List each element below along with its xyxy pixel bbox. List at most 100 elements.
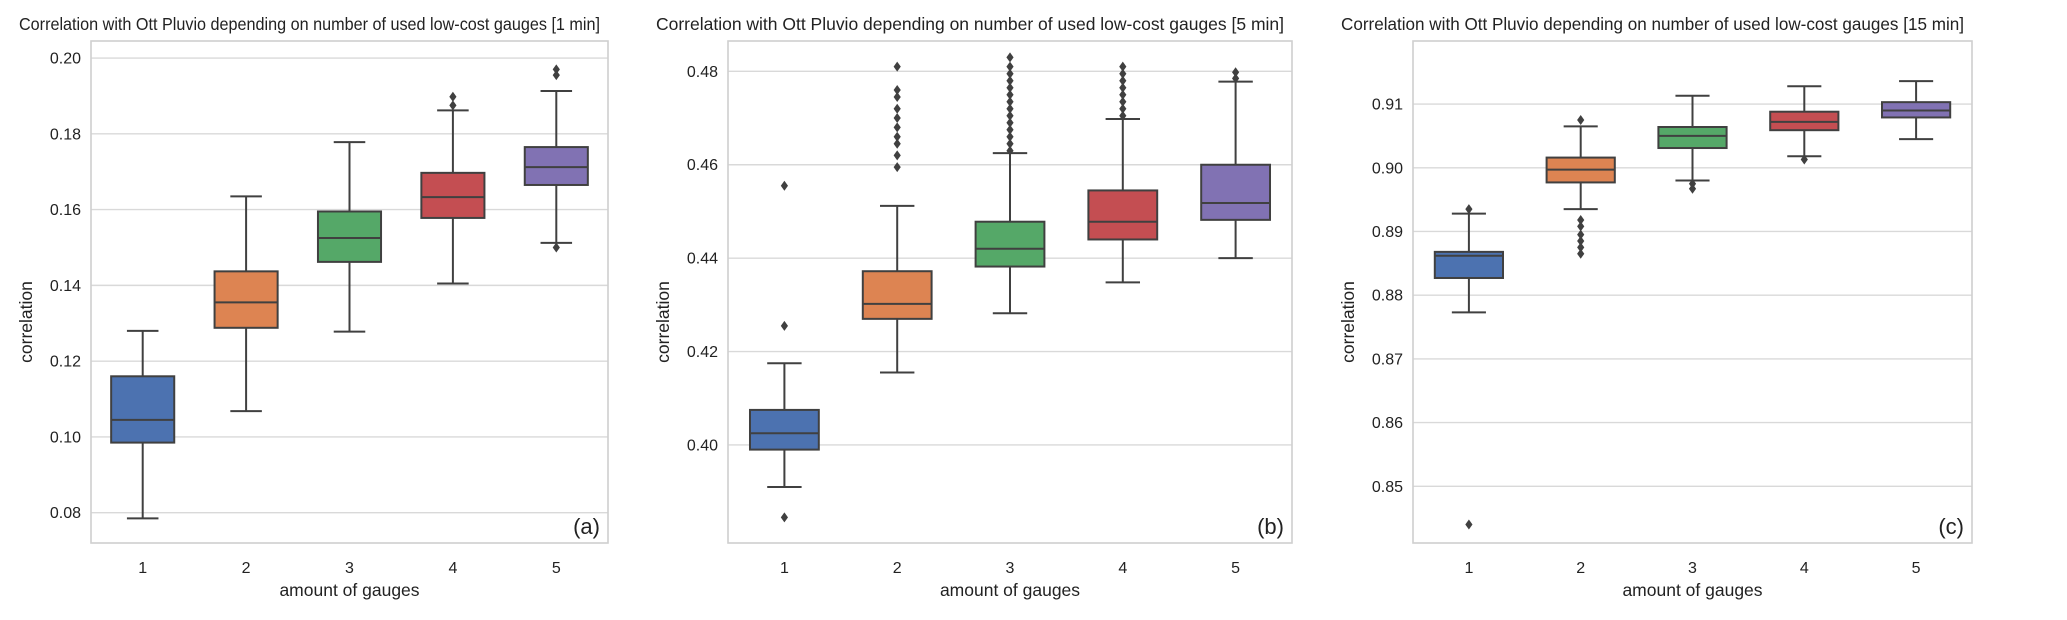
- x-tick-label: 5: [552, 560, 561, 577]
- flier-point: [1465, 519, 1473, 530]
- box-5: [523, 64, 589, 253]
- x-tick-label: 4: [448, 560, 457, 577]
- box-iqr: [974, 220, 1046, 268]
- flier-point: [1006, 75, 1014, 86]
- box-iqr: [1200, 163, 1272, 221]
- box-iqr: [1087, 189, 1159, 241]
- flier-point: [893, 122, 901, 133]
- flier-point: [780, 320, 788, 331]
- flier-point: [1119, 89, 1127, 100]
- flier-point: [780, 512, 788, 523]
- flier-point: [1119, 75, 1127, 86]
- flier-point: [893, 113, 901, 124]
- flier-point: [1006, 138, 1014, 149]
- flier-point: [1119, 110, 1127, 121]
- flier-point: [1119, 96, 1127, 107]
- x-tick-label: 1: [1464, 560, 1473, 577]
- plot-frame: [1412, 40, 1973, 544]
- box-2: [213, 195, 279, 413]
- box-iqr: [748, 408, 820, 451]
- chart-panel-3: 0.85 0.86 0.87 0.88 0.89 0.90 0.91 1 2 3 4 5 amount …: [1338, 14, 1973, 600]
- x-tick-label: 3: [345, 560, 354, 577]
- y-tick-label: 0.44: [687, 251, 718, 268]
- x-tick-label: 2: [1576, 560, 1585, 577]
- flier-point: [1006, 52, 1014, 63]
- flier-point: [1577, 242, 1585, 253]
- y-axis-label: correlation: [16, 281, 36, 363]
- y-axis-label: correlation: [653, 281, 673, 363]
- box-3: [316, 141, 383, 333]
- chart-panel-2: 0.40 0.42 0.44 0.46 0.48 1 2 3 4 5 amount of gauge…: [653, 14, 1293, 600]
- flier-point: [552, 64, 560, 75]
- box-4: [1087, 61, 1159, 284]
- x-tick-label: 3: [1688, 560, 1697, 577]
- box-3: [1657, 94, 1728, 194]
- x-tick-label: 4: [1118, 560, 1127, 577]
- flier-point: [1465, 204, 1473, 215]
- flier-point: [1577, 236, 1585, 247]
- y-tick-label: 0.89: [1372, 224, 1403, 241]
- panel-label: (c): [1938, 514, 1964, 539]
- y-tick-label: 0.40: [687, 437, 718, 454]
- x-tick-label: 4: [1800, 560, 1809, 577]
- panel-label: (b): [1257, 514, 1284, 539]
- box-iqr: [861, 270, 933, 320]
- x-tick-label: 2: [242, 560, 251, 577]
- x-tick-label: 5: [1231, 560, 1240, 577]
- box-5: [1881, 80, 1952, 141]
- box-1: [748, 180, 820, 523]
- x-axis-label: amount of gauges: [279, 580, 419, 600]
- flier-point: [1577, 215, 1585, 226]
- flier-point: [1232, 73, 1240, 84]
- y-tick-label: 0.42: [687, 344, 718, 361]
- y-tick-label: 0.87: [1372, 351, 1403, 368]
- flier-point: [1006, 103, 1014, 114]
- y-axis-label: correlation: [1338, 281, 1358, 363]
- box-5: [1200, 67, 1272, 260]
- flier-point: [1577, 221, 1585, 232]
- x-axis-label: amount of gauges: [940, 580, 1080, 600]
- flier-point: [1119, 61, 1127, 72]
- flier-point: [1006, 82, 1014, 93]
- flier-point: [449, 91, 457, 102]
- x-tick-label: 3: [1006, 560, 1015, 577]
- y-tick-label: 0.18: [50, 126, 81, 143]
- box-iqr: [316, 210, 383, 263]
- y-tick-label: 0.86: [1372, 415, 1403, 432]
- flier-point: [1577, 114, 1585, 125]
- y-tick-label: 0.88: [1372, 288, 1403, 305]
- flier-point: [1577, 229, 1585, 240]
- x-tick-label: 1: [138, 560, 147, 577]
- chart-title: Correlation with Ott Pluvio depending on…: [19, 14, 600, 34]
- y-tick-label: 0.91: [1372, 97, 1403, 114]
- flier-point: [1006, 145, 1014, 156]
- flier-point: [552, 70, 560, 81]
- y-tick-label: 0.90: [1372, 160, 1403, 177]
- flier-point: [1006, 89, 1014, 100]
- flier-point: [1119, 103, 1127, 114]
- plot-frame: [90, 40, 609, 544]
- flier-point: [893, 131, 901, 142]
- plot-frame: [727, 40, 1293, 544]
- flier-point: [1688, 183, 1697, 194]
- flier-point: [1006, 68, 1014, 79]
- y-tick-label: 0.08: [50, 505, 81, 522]
- box-2: [1545, 114, 1616, 259]
- y-tick-label: 0.10: [50, 429, 81, 446]
- flier-point: [1006, 124, 1014, 135]
- flier-point: [1119, 82, 1127, 93]
- flier-point: [893, 103, 901, 114]
- box-4: [420, 91, 486, 285]
- flier-point: [893, 138, 901, 149]
- flier-point: [1006, 61, 1014, 72]
- panel-label: (a): [573, 514, 600, 539]
- box-1: [1433, 204, 1504, 530]
- flier-point: [552, 242, 560, 253]
- box-iqr: [1657, 126, 1728, 150]
- x-axis-label: amount of gauges: [1622, 580, 1762, 600]
- y-tick-label: 0.16: [50, 202, 81, 219]
- y-tick-label: 0.85: [1372, 479, 1403, 496]
- x-tick-label: 1: [780, 560, 789, 577]
- box-4: [1769, 85, 1840, 165]
